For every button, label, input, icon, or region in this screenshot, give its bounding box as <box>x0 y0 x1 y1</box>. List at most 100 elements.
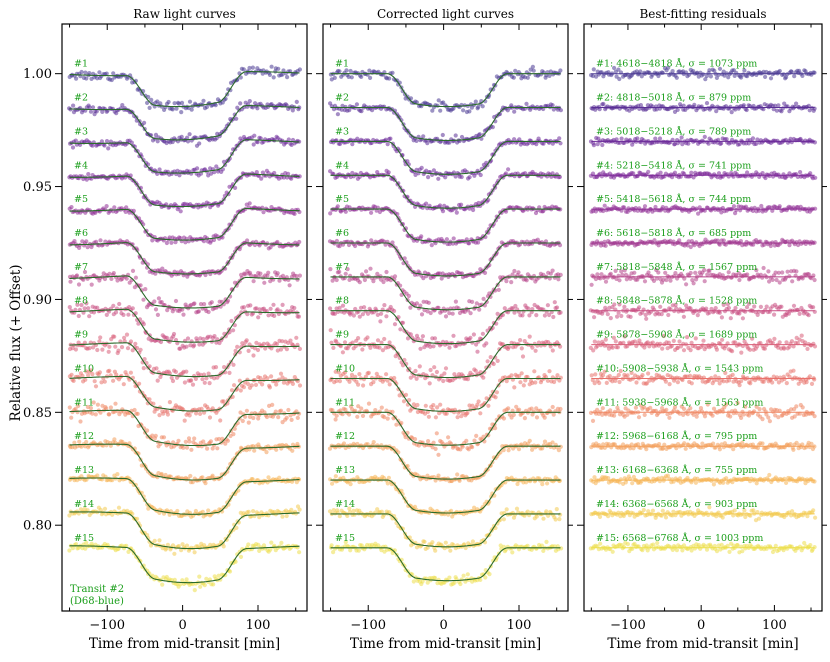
data-point <box>255 106 260 111</box>
series-raw-2 <box>67 99 302 148</box>
data-point <box>77 439 82 444</box>
data-point <box>403 435 408 440</box>
data-point <box>106 146 111 151</box>
data-point <box>274 382 279 387</box>
data-point <box>558 272 563 277</box>
model-line <box>330 106 561 142</box>
data-point <box>368 345 373 350</box>
data-point <box>201 98 206 103</box>
data-point <box>130 306 135 311</box>
data-point <box>295 504 301 509</box>
channel-label-13: #13 <box>74 465 94 476</box>
data-point <box>545 481 550 486</box>
data-point <box>231 362 236 367</box>
data-point <box>537 205 542 210</box>
data-point <box>165 308 170 313</box>
data-point <box>552 300 557 305</box>
data-point <box>540 482 545 487</box>
model-line <box>69 308 300 343</box>
data-point <box>517 373 522 379</box>
data-point <box>377 345 382 350</box>
data-point <box>460 444 465 449</box>
data-point <box>185 139 191 144</box>
series-corrected-7 <box>328 266 563 319</box>
series-raw-9 <box>68 332 302 387</box>
data-point <box>433 548 438 553</box>
data-point <box>170 107 175 112</box>
data-point <box>143 287 148 292</box>
data-point <box>264 414 270 420</box>
data-point <box>146 94 151 100</box>
data-point <box>526 306 531 311</box>
data-point <box>167 371 172 376</box>
data-point <box>345 267 350 272</box>
data-point <box>245 238 250 243</box>
data-point <box>278 371 284 376</box>
data-point <box>470 299 475 304</box>
data-point <box>137 381 142 386</box>
data-point <box>189 107 194 112</box>
data-point <box>447 345 452 350</box>
data-point <box>434 431 439 436</box>
data-point <box>329 543 334 548</box>
data-point <box>474 301 479 306</box>
data-point <box>97 339 102 344</box>
data-point <box>202 410 207 415</box>
data-point <box>111 303 116 308</box>
data-point <box>179 134 184 139</box>
channel-label-1: #1 <box>74 59 88 70</box>
data-point <box>206 309 211 315</box>
data-point <box>531 273 537 279</box>
data-point <box>176 205 182 210</box>
data-point <box>534 415 540 420</box>
data-point <box>147 364 152 369</box>
data-point <box>427 381 432 386</box>
data-point <box>85 508 90 513</box>
data-point <box>197 342 202 347</box>
x-tick-label: 0 <box>178 618 186 633</box>
data-point <box>558 141 563 146</box>
data-point <box>208 439 213 444</box>
data-point <box>295 415 300 420</box>
data-point <box>473 368 478 373</box>
data-point <box>261 341 266 346</box>
data-point <box>237 549 242 555</box>
data-point <box>414 138 419 143</box>
data-point <box>122 335 127 340</box>
panel-title-corrected: Corrected light curves <box>377 7 514 21</box>
data-point <box>296 411 302 416</box>
data-point <box>174 106 179 111</box>
data-point <box>177 173 182 178</box>
data-point <box>124 205 129 210</box>
data-point <box>70 546 75 551</box>
data-point <box>558 512 563 517</box>
data-point <box>414 301 419 306</box>
data-point <box>777 68 782 74</box>
data-point <box>109 276 114 281</box>
data-point <box>107 344 112 349</box>
data-point <box>67 548 72 553</box>
data-point <box>504 507 509 512</box>
data-point <box>493 426 498 431</box>
data-point <box>104 204 109 209</box>
data-point <box>116 348 121 353</box>
data-point <box>550 103 555 108</box>
data-point <box>250 65 255 70</box>
data-point <box>524 278 529 283</box>
data-point <box>444 411 449 416</box>
data-point <box>261 210 266 215</box>
data-point <box>480 104 485 109</box>
series-corrected-8 <box>328 300 563 354</box>
model-line <box>330 547 561 582</box>
data-point <box>238 175 244 180</box>
data-point <box>192 550 197 555</box>
data-point <box>204 376 209 381</box>
data-point <box>233 185 238 190</box>
data-point <box>384 314 389 319</box>
data-point <box>274 342 279 347</box>
data-point <box>165 542 170 547</box>
data-point <box>332 75 337 80</box>
data-point <box>67 513 72 518</box>
data-point <box>493 395 498 400</box>
data-point <box>251 142 256 147</box>
